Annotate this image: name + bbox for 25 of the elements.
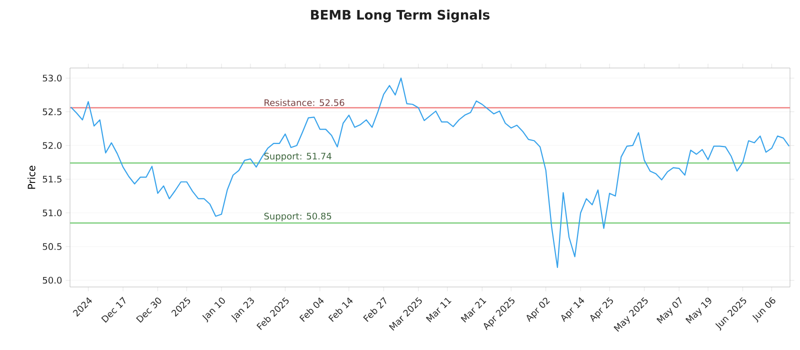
x-tick-label: Dec 30 [136,298,162,323]
y-axis-title: Price [28,166,36,189]
x-tick-label: Apr 02 [526,298,550,322]
x-tick-label: Jan 10 [202,298,225,323]
x-tick-label: Feb 04 [299,297,324,322]
ref-line-label: Resistance: 52.56 [264,99,344,106]
y-tick-label: 50.0 [42,276,62,284]
x-tick-label: Jan 23 [231,298,254,323]
x-tick-label: Mar 11 [426,298,452,322]
x-tick-label: Jun 06 [752,297,776,323]
ref-line-label: Support: 51.74 [264,152,332,162]
x-tick-label: Apr 25 [590,297,613,322]
x-tick-label: Apr 14 [561,297,584,322]
y-tick-label: 50.5 [42,243,62,250]
y-tick-label: 51.0 [42,209,62,216]
y-tick-label: 53.0 [42,74,62,82]
x-tick-label: Feb 14 [328,297,353,322]
x-tick-label: Feb 27 [363,297,386,322]
x-tick-label: Mar 21 [460,298,486,322]
y-tick-label: 52.0 [42,142,62,149]
ref-line-label: Support: 50.85 [264,212,332,222]
chart-title: BEMB Long Term Signals [311,10,490,22]
y-tick-label: 51.5 [42,176,62,183]
y-tick-label: 52.5 [42,108,62,116]
x-tick-label: Dec 17 [101,296,126,323]
